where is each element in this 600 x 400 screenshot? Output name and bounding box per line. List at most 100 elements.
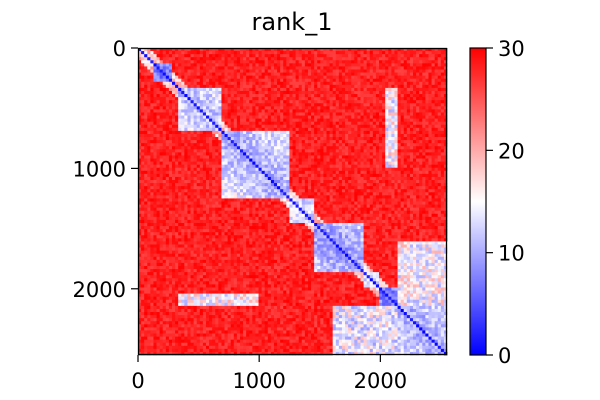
heatmap-cell [311, 103, 315, 107]
heatmap-cell [239, 143, 244, 147]
heatmap-cell [255, 146, 259, 150]
heatmap-cell [283, 81, 287, 86]
heatmap-cell [379, 106, 383, 110]
heatmap-cell [425, 146, 429, 150]
heatmap-cell [292, 137, 296, 141]
heatmap-cell [261, 167, 266, 172]
heatmap-cell [141, 48, 145, 52]
heatmap-cell [311, 90, 315, 95]
heatmap-cell [227, 97, 232, 101]
heatmap-cell [168, 186, 173, 190]
heatmap-cell [428, 87, 432, 92]
heatmap-cell [437, 60, 442, 64]
heatmap-cell [215, 115, 219, 120]
heatmap-cell [326, 81, 330, 86]
heatmap-cell [141, 63, 145, 67]
heatmap-cell [323, 48, 327, 52]
heatmap-cell [187, 48, 191, 52]
heatmap-cell [409, 127, 414, 132]
heatmap-cell [243, 118, 247, 123]
heatmap-cell [437, 180, 442, 184]
heatmap-cell [311, 167, 315, 172]
heatmap-cell [357, 173, 361, 178]
heatmap-cell [289, 81, 293, 86]
heatmap-cell [215, 170, 219, 175]
heatmap-cell [165, 48, 170, 52]
heatmap-cell [329, 149, 334, 153]
heatmap-cell [397, 180, 402, 184]
heatmap-cell [341, 140, 346, 144]
heatmap-cell [382, 109, 386, 113]
heatmap-cell [292, 112, 296, 116]
heatmap-cell [335, 100, 340, 104]
heatmap-cell [190, 48, 195, 52]
heatmap-cell [403, 90, 408, 95]
heatmap-cell [292, 84, 296, 89]
heatmap-cell [379, 90, 383, 95]
heatmap-cell [280, 109, 284, 113]
heatmap-cell [332, 170, 337, 175]
heatmap-cell [178, 164, 182, 169]
heatmap-cell [252, 54, 256, 58]
heatmap-cell [239, 195, 244, 199]
heatmap-cell [261, 97, 266, 101]
heatmap-cell [280, 103, 284, 107]
heatmap-cell [165, 183, 170, 187]
heatmap-cell [236, 143, 241, 147]
heatmap-cell [255, 48, 259, 52]
heatmap-cell [311, 54, 315, 58]
heatmap-cell [205, 100, 210, 104]
heatmap-cell [236, 167, 241, 172]
heatmap-cell [360, 121, 364, 126]
heatmap-cell [243, 103, 247, 107]
heatmap-cell [431, 133, 436, 138]
heatmap-cell [372, 94, 377, 98]
heatmap-cell [230, 106, 235, 110]
heatmap-cell [178, 78, 182, 83]
heatmap-cell [187, 195, 191, 199]
heatmap-cell [239, 164, 244, 169]
heatmap-cell [345, 100, 349, 104]
heatmap-cell [341, 189, 346, 193]
heatmap-cell [264, 170, 269, 175]
heatmap-cell [156, 72, 161, 77]
heatmap-cell [273, 57, 278, 61]
heatmap-cell [193, 81, 198, 86]
heatmap-cell [307, 173, 312, 178]
heatmap-cell [205, 140, 210, 144]
heatmap-cell [400, 161, 405, 166]
heatmap-cell [267, 143, 272, 147]
heatmap-cell [184, 152, 188, 156]
heatmap-cell [171, 60, 176, 64]
heatmap-cell [153, 121, 157, 126]
heatmap-cell [156, 158, 161, 162]
heatmap-cell [261, 164, 266, 169]
heatmap-cell [335, 60, 340, 64]
heatmap-cell [233, 186, 238, 190]
heatmap-cell [141, 112, 145, 116]
heatmap-cell [138, 81, 142, 86]
heatmap-cell [199, 143, 204, 147]
heatmap-cell [162, 87, 167, 92]
heatmap-cell [434, 103, 439, 107]
heatmap-cell [428, 103, 432, 107]
heatmap-cell [406, 140, 411, 144]
heatmap-cell [196, 140, 201, 144]
heatmap-cell [171, 161, 176, 166]
heatmap-cell [147, 63, 151, 67]
heatmap-cell [286, 69, 290, 73]
heatmap-cell [419, 198, 423, 202]
heatmap-cell [360, 72, 364, 77]
heatmap-cell [425, 143, 429, 147]
heatmap-cell [425, 106, 429, 110]
heatmap-cell [388, 195, 392, 199]
heatmap-cell [379, 118, 383, 123]
heatmap-cell [351, 124, 355, 129]
heatmap-cell [372, 186, 377, 190]
heatmap-cell [295, 94, 300, 98]
heatmap-cell [298, 72, 303, 77]
heatmap-cell [351, 164, 355, 169]
heatmap-cell [409, 112, 414, 116]
heatmap-cell [428, 137, 432, 141]
heatmap-cell [190, 170, 195, 175]
